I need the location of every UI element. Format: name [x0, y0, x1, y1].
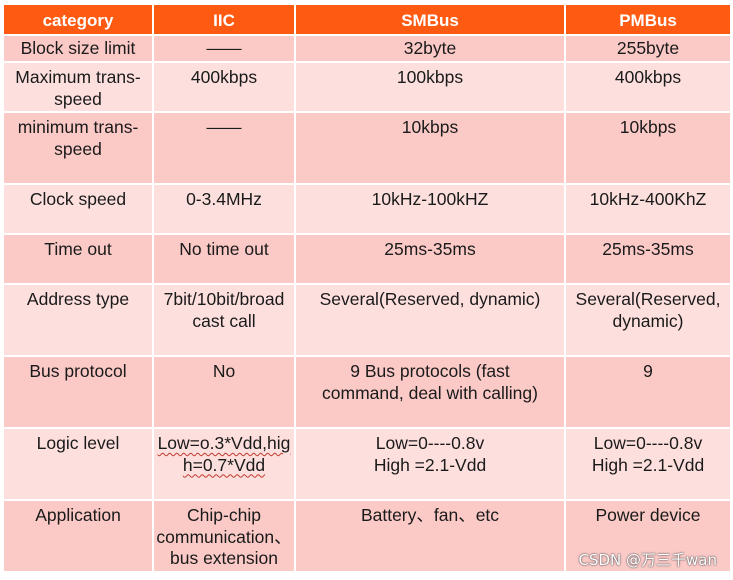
table-row: Address type 7bit/10bit/broad cast call …: [2, 283, 732, 357]
watermark: CSDN @万三千wan: [578, 551, 717, 569]
cell-pmbus: 25ms-35ms: [564, 233, 732, 285]
cell-smbus: 25ms-35ms: [294, 233, 566, 285]
cell-smbus: Low=0----0.8v High =2.1-Vdd: [294, 427, 566, 501]
row-label: Clock speed: [2, 183, 154, 235]
cell-pmbus: Several(Reserved, dynamic): [564, 283, 732, 357]
row-label: Block size limit: [2, 34, 154, 63]
cell-smbus: 10kHz-100kHZ: [294, 183, 566, 235]
row-label: Address type: [2, 283, 154, 357]
cell-iic: ——: [152, 34, 296, 63]
row-label: Maximum trans-speed: [2, 61, 154, 113]
cell-pmbus: 400kbps: [564, 61, 732, 113]
table-row: Logic level Low=o.3*Vdd,high=0.7*Vdd Low…: [2, 427, 732, 501]
cell-iic: 400kbps: [152, 61, 296, 113]
table-row: minimum trans-speed —— 10kbps 10kbps: [2, 111, 732, 185]
header-iic: IIC: [152, 3, 296, 36]
comparison-table: category IIC SMBus PMBus Block size limi…: [2, 3, 732, 573]
cell-smbus: 32byte: [294, 34, 566, 63]
cell-smbus: Several(Reserved, dynamic): [294, 283, 566, 357]
cell-smbus: 100kbps: [294, 61, 566, 113]
cell-pmbus: 10kHz-400KhZ: [564, 183, 732, 235]
table-row: Clock speed 0-3.4MHz 10kHz-100kHZ 10kHz-…: [2, 183, 732, 235]
table-row: Block size limit —— 32byte 255byte: [2, 34, 732, 63]
header-row: category IIC SMBus PMBus: [2, 3, 732, 36]
row-label: Application: [2, 499, 154, 573]
cell-iic: No time out: [152, 233, 296, 285]
cell-iic: ——: [152, 111, 296, 185]
row-label: Time out: [2, 233, 154, 285]
cell-pmbus: 255byte: [564, 34, 732, 63]
cell-pmbus: 10kbps: [564, 111, 732, 185]
row-label: Logic level: [2, 427, 154, 501]
row-label: Bus protocol: [2, 355, 154, 429]
header-smbus: SMBus: [294, 3, 566, 36]
cell-pmbus: Low=0----0.8v High =2.1-Vdd: [564, 427, 732, 501]
header-pmbus: PMBus: [564, 3, 732, 36]
cell-smbus: 9 Bus protocols (fast command, deal with…: [294, 355, 566, 429]
cell-pmbus: 9: [564, 355, 732, 429]
cell-iic: No: [152, 355, 296, 429]
cell-iic: Chip-chip communication、bus extension: [152, 499, 296, 573]
cell-pmbus: Power device: [564, 499, 732, 573]
cell-smbus: 10kbps: [294, 111, 566, 185]
table-row: Bus protocol No 9 Bus protocols (fast co…: [2, 355, 732, 429]
cell-smbus: Battery、fan、etc: [294, 499, 566, 573]
cell-iic: 7bit/10bit/broad cast call: [152, 283, 296, 357]
table-row: Maximum trans-speed 400kbps 100kbps 400k…: [2, 61, 732, 113]
cell-iic: Low=o.3*Vdd,high=0.7*Vdd: [152, 427, 296, 501]
header-category: category: [2, 3, 154, 36]
row-label: minimum trans-speed: [2, 111, 154, 185]
table-row: Application Chip-chip communication、bus …: [2, 499, 732, 573]
table-row: Time out No time out 25ms-35ms 25ms-35ms: [2, 233, 732, 285]
cell-iic: 0-3.4MHz: [152, 183, 296, 235]
